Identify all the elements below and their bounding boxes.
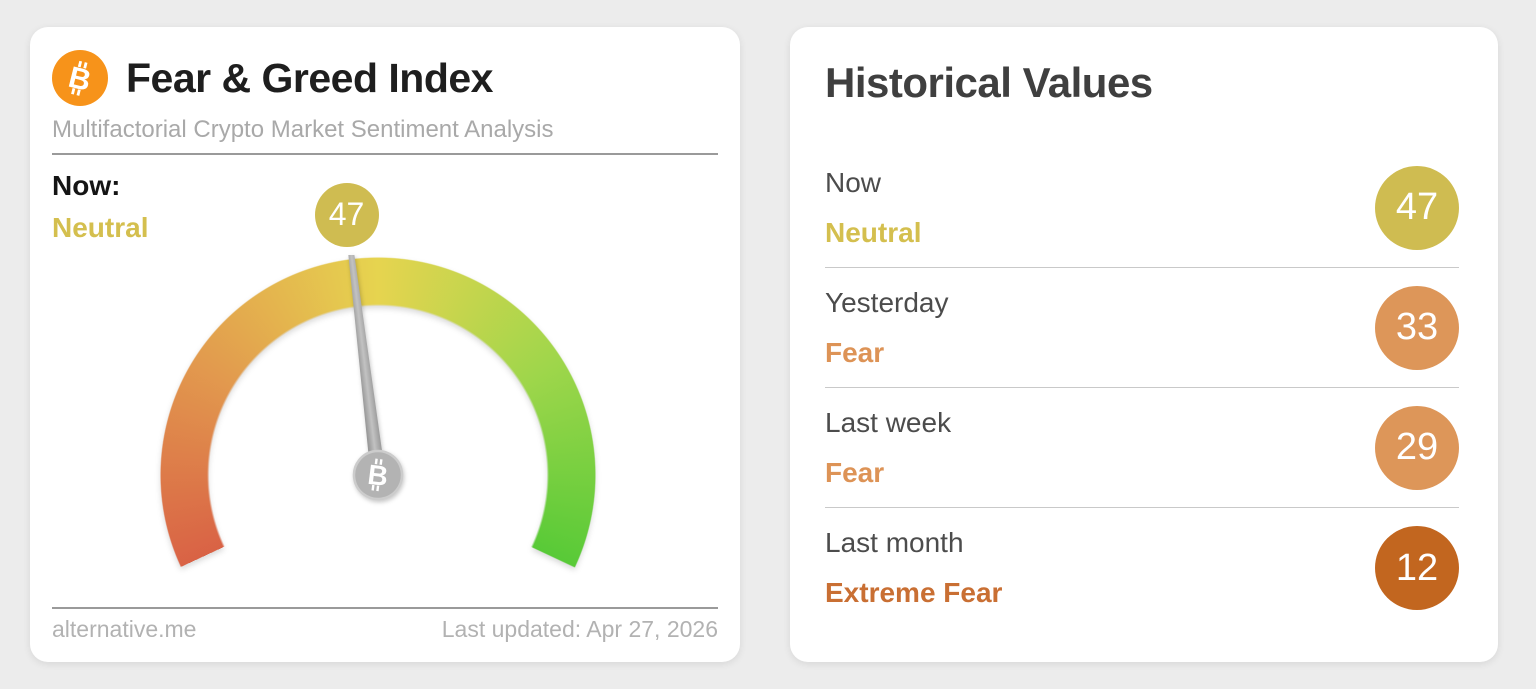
- value-badge: 12: [1375, 526, 1459, 610]
- row-label: Yesterday: [825, 286, 949, 318]
- source-link[interactable]: alternative.me: [52, 616, 197, 642]
- value-badge: 29: [1375, 405, 1459, 490]
- row-label: Last week: [825, 406, 952, 438]
- footer-divider: [52, 607, 718, 609]
- bitcoin-hub-icon: B: [366, 458, 390, 492]
- now-label: Now:: [52, 170, 121, 201]
- page-title: Fear & Greed Index: [126, 54, 493, 101]
- gauge-value-bubble: 47: [314, 182, 379, 247]
- historical-rows: Now Neutral 47 Yesterday Fear 33 Last we…: [825, 148, 1459, 628]
- fear-greed-card: B Fear & Greed Index Multifactorial Cryp…: [30, 27, 740, 662]
- row-classification: Extreme Fear: [825, 577, 1003, 608]
- row-text: Last week Fear: [825, 407, 951, 489]
- needle-hub: [352, 449, 404, 501]
- row-label: Last month: [825, 527, 964, 558]
- card-header: B Fear & Greed Index: [52, 49, 493, 107]
- badge-value: 29: [1395, 426, 1439, 468]
- needle-pointer: [348, 255, 387, 484]
- gauge-value: 47: [328, 196, 365, 233]
- now-classification: Neutral: [52, 212, 149, 243]
- badge-value: 47: [1395, 186, 1439, 228]
- header-divider: [52, 153, 718, 155]
- row-text: Yesterday Fear: [825, 287, 949, 369]
- historical-title: Historical Values: [825, 59, 1153, 106]
- badge-value: 33: [1395, 306, 1439, 348]
- value-badge: 33: [1375, 285, 1459, 370]
- gauge-needle: B: [348, 255, 404, 501]
- historical-values-card: Historical Values Now Neutral 47 Yesterd…: [790, 27, 1498, 662]
- table-row: Now Neutral 47: [825, 148, 1459, 268]
- card-footer: alternative.me Last updated: Apr 27, 202…: [52, 616, 718, 643]
- page-subtitle: Multifactorial Crypto Market Sentiment A…: [52, 116, 554, 143]
- row-label: Now: [825, 166, 882, 198]
- row-classification: Neutral: [825, 216, 922, 248]
- row-classification: Fear: [825, 336, 885, 368]
- last-updated: Last updated: Apr 27, 2026: [441, 616, 718, 642]
- table-row: Last week Fear 29: [825, 388, 1459, 508]
- bitcoin-icon: B: [52, 50, 108, 106]
- bitcoin-glyph: B: [366, 459, 390, 492]
- badge-value: 12: [1395, 546, 1439, 589]
- table-row: Last month Extreme Fear 12: [825, 508, 1459, 628]
- value-badge: 47: [1375, 165, 1459, 250]
- current-reading: Now: Neutral: [52, 170, 148, 244]
- row-text: Now Neutral: [825, 167, 921, 249]
- row-classification: Fear: [825, 456, 885, 488]
- table-row: Yesterday Fear 33: [825, 268, 1459, 388]
- row-text: Last month Extreme Fear: [825, 527, 1002, 609]
